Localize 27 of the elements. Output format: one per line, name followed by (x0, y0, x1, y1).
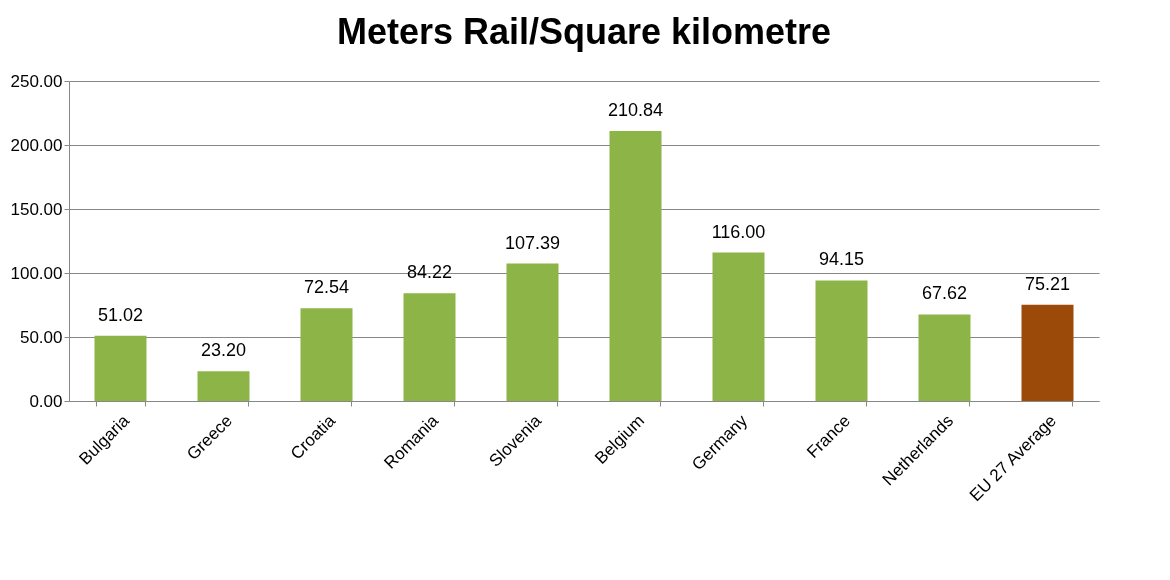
data-label: 84.22 (406, 262, 453, 283)
data-label: 67.62 (921, 283, 968, 304)
bar (197, 371, 250, 401)
y-tick-label: 50.00 (19, 327, 63, 347)
y-tick-label: 200.00 (10, 135, 63, 155)
bar (918, 314, 971, 401)
y-tick-label: 150.00 (10, 199, 63, 219)
bar (403, 293, 456, 401)
data-label: 116.00 (711, 221, 766, 242)
y-tick-label: 100.00 (10, 263, 63, 283)
y-tick-label: 0.00 (29, 391, 63, 411)
bar (609, 131, 662, 401)
bar (506, 263, 559, 401)
data-label: 72.54 (303, 277, 350, 298)
data-label: 23.20 (200, 340, 247, 361)
data-label: 107.39 (504, 232, 561, 253)
bar (1021, 304, 1074, 401)
bar (815, 280, 868, 401)
chart-title: Meters Rail/Square kilometre (336, 11, 832, 52)
data-label: 210.84 (607, 100, 664, 121)
data-label: 51.02 (97, 304, 144, 325)
bar (712, 252, 765, 401)
data-label: 94.15 (818, 249, 865, 270)
bar (300, 308, 353, 401)
y-tick-label: 250.00 (10, 71, 63, 91)
data-label: 75.21 (1024, 273, 1071, 294)
bar (94, 335, 147, 401)
